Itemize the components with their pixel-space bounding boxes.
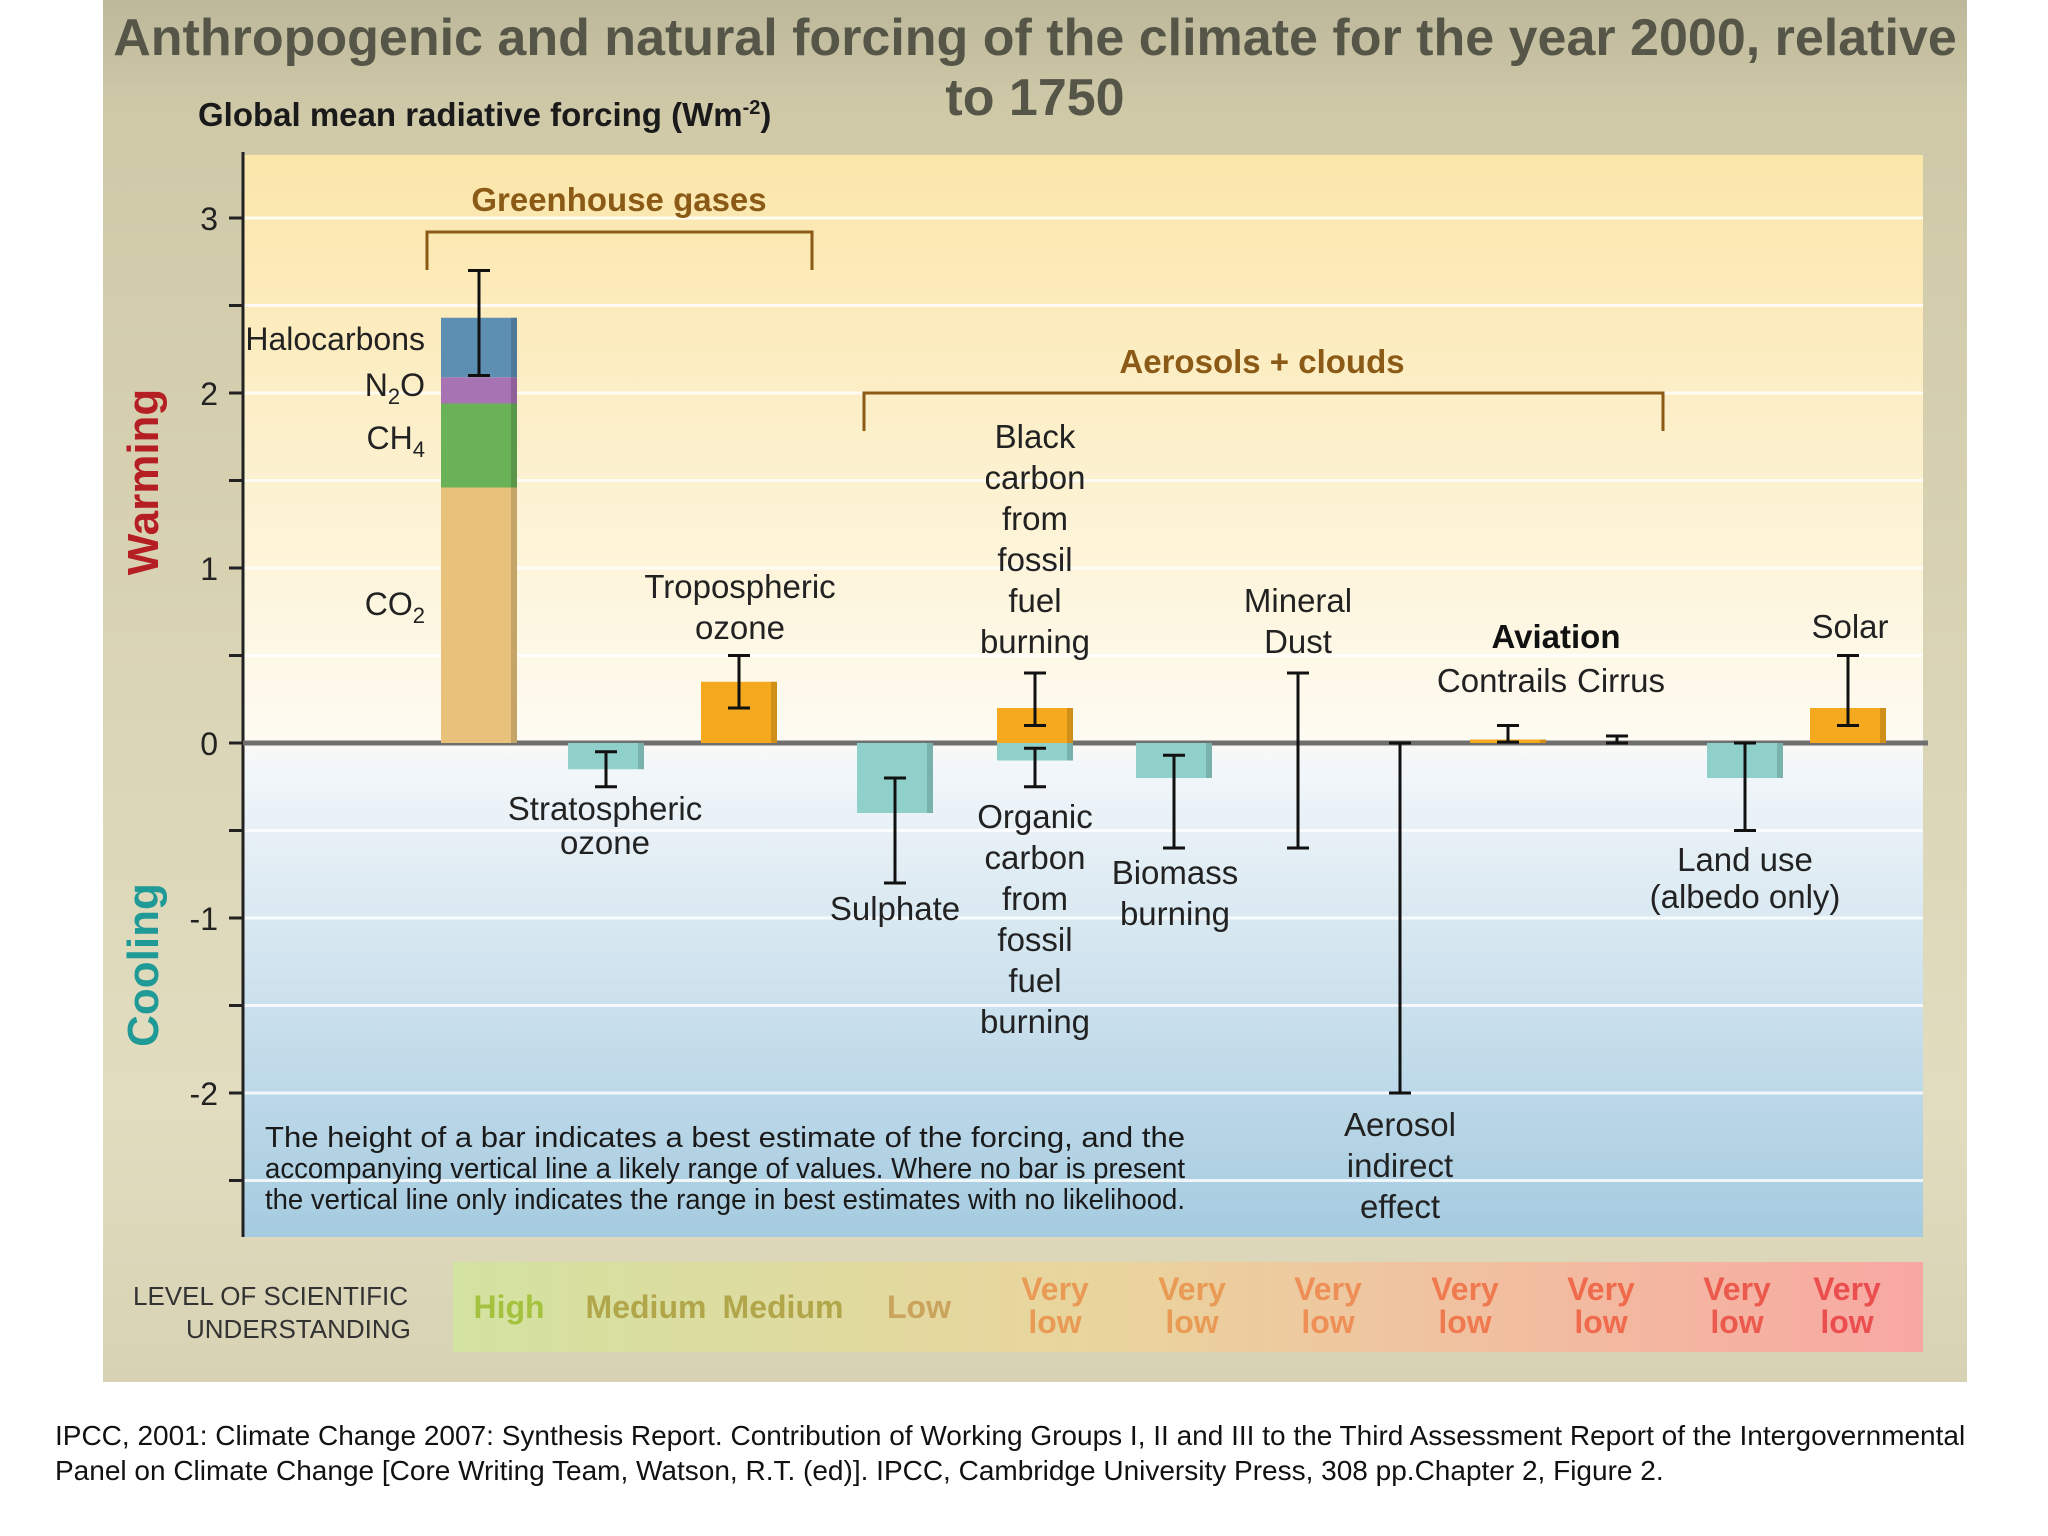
- understanding-level: Very low: [1021, 1271, 1089, 1340]
- warming-label: Warming: [119, 389, 168, 576]
- group-brackets: Greenhouse gases Aerosols + clouds Aviatio…: [425, 181, 1665, 655]
- citation: IPCC, 2001: Climate Change 2007: Synthes…: [55, 1418, 2015, 1488]
- y-tick-label: 0: [200, 726, 218, 762]
- bar-co2: [441, 487, 517, 743]
- label-aerosol-indirect: Aerosol indirect effect: [1344, 1106, 1456, 1225]
- label-organic-carbon: Organic carbon from fossil fuel burning: [977, 798, 1093, 1040]
- label-n2o: N2O: [365, 367, 425, 409]
- label-solar: Solar: [1811, 608, 1888, 645]
- understanding-level: Very low: [1813, 1271, 1881, 1340]
- label-strat-ozone: Stratospheric ozone: [508, 790, 702, 861]
- greenhouse-label: Greenhouse gases: [471, 181, 766, 218]
- understanding-level: Very low: [1703, 1271, 1771, 1340]
- note-line: the vertical line only indicates the ran…: [265, 1184, 1185, 1216]
- y-axis-unit-label: Global mean radiative forcing (Wm-2): [198, 96, 771, 134]
- label-mineral-dust: Mineral Dust: [1244, 582, 1352, 660]
- chart-note: The height of a bar indicates a best est…: [265, 1122, 1185, 1216]
- note-line: accompanying vertical line a likely rang…: [265, 1153, 1185, 1185]
- bar-ch4: [441, 403, 517, 488]
- label-land-use: Land use (albedo only): [1650, 841, 1841, 915]
- y-tick-label: -1: [190, 901, 218, 937]
- greenhouse-bracket: [425, 230, 814, 270]
- understanding-title-2: UNDERSTANDING: [186, 1314, 411, 1344]
- plot-background: [243, 155, 1923, 1237]
- y-tick-label: 1: [200, 551, 218, 587]
- error-mineral-dust: [1287, 671, 1309, 850]
- label-contrails: Contrails: [1437, 662, 1567, 699]
- error-strat-ozone: [595, 750, 617, 789]
- label-biomass: Biomass burning: [1112, 854, 1239, 932]
- y-tick-label: 2: [200, 376, 218, 412]
- error-contrails: [1497, 724, 1519, 744]
- label-cirrus: Cirrus: [1577, 662, 1665, 699]
- understanding-level: Medium: [586, 1289, 707, 1325]
- y-axis-unit-text: Global mean radiative forcing (Wm: [198, 96, 743, 133]
- label-sulphate: Sulphate: [830, 890, 960, 927]
- aerosols-label: Aerosols + clouds: [1119, 343, 1404, 380]
- error-black-carbon: [1024, 671, 1046, 727]
- y-tick-label: 3: [200, 201, 218, 237]
- bar-labels: CO2 CH4 N2O Halocarbons Stratospheric ozone Tr…: [245, 321, 1888, 1225]
- error-organic-carbon: [1024, 746, 1046, 789]
- citation-line-1: IPCC, 2001: Climate Change 2007: Synthes…: [55, 1420, 1966, 1451]
- error-solar: [1837, 654, 1859, 727]
- y-axis-unit-exponent: -2: [742, 97, 761, 119]
- understanding-title-1: LEVEL OF SCIENTIFIC: [133, 1281, 408, 1311]
- error-sulphate: [884, 776, 906, 885]
- forcing-chart: -2 -1 0 1 2 3 CO2 CH4 N2O Halocarbons Stratospher…: [119, 152, 1928, 1352]
- grid-lines: [243, 216, 1923, 1182]
- understanding-level: Very low: [1158, 1271, 1226, 1340]
- chart-title: Anthropogenic and natural forcing of the…: [113, 9, 1957, 127]
- y-tick-label: -2: [190, 1076, 218, 1112]
- understanding-bar: [453, 1262, 1923, 1352]
- aerosols-bracket: [862, 391, 1665, 431]
- ghg-error-bar: [468, 269, 490, 377]
- understanding-level: Very low: [1431, 1271, 1499, 1340]
- error-cirrus: [1606, 734, 1628, 745]
- bar-n2o: [441, 377, 517, 404]
- y-axis: -2 -1 0 1 2 3: [190, 152, 1928, 1237]
- error-aerosol-indirect: [1389, 741, 1411, 1095]
- citation-line-2: Panel on Climate Change [Core Writing Te…: [55, 1455, 1664, 1486]
- label-trop-ozone: Tropospheric ozone: [644, 568, 835, 646]
- understanding-level: Very low: [1567, 1271, 1635, 1340]
- aviation-label: Aviation: [1492, 618, 1621, 655]
- understanding-level: Very low: [1294, 1271, 1362, 1340]
- label-co2: CO2: [365, 586, 425, 628]
- error-trop-ozone: [728, 654, 750, 710]
- error-land-use: [1734, 741, 1756, 832]
- label-halocarbons: Halocarbons: [245, 321, 425, 357]
- bars: [441, 269, 1886, 1095]
- cooling-label: Cooling: [119, 883, 168, 1047]
- understanding-level: High: [473, 1289, 544, 1325]
- label-ch4: CH4: [367, 420, 425, 462]
- understanding-level: Low: [887, 1289, 951, 1325]
- label-black-carbon: Black carbon from fossil fuel burning: [980, 418, 1090, 660]
- y-axis-unit-end: ): [760, 96, 772, 133]
- note-line: The height of a bar indicates a best est…: [265, 1122, 1185, 1154]
- understanding-level: Medium: [723, 1289, 844, 1325]
- error-biomass: [1163, 753, 1185, 850]
